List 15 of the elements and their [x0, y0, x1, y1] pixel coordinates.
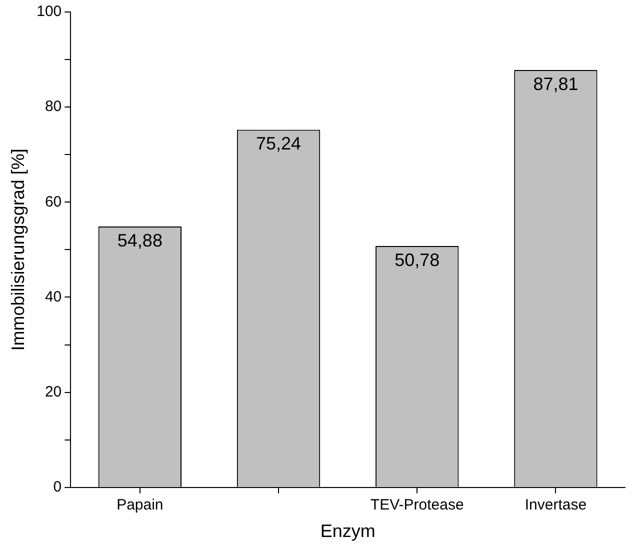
data-label: 54,88 — [117, 230, 162, 250]
y-tick-label: 60 — [44, 193, 62, 210]
data-label: 87,81 — [533, 74, 578, 94]
x-tick-label: Invertase — [524, 496, 587, 514]
y-tick-label: 100 — [36, 3, 62, 20]
y-tick-label: 40 — [44, 288, 62, 306]
x-axis-title: Enzym — [320, 521, 376, 542]
x-tick-label: TEV-Protease — [370, 496, 464, 514]
x-tick-label: Papain — [116, 496, 164, 514]
y-tick-label: 20 — [44, 383, 62, 400]
data-label: 75,24 — [256, 134, 302, 154]
y-axis-title: Immobilisierungsgrad [%] — [8, 148, 28, 351]
y-tick-label: 80 — [44, 98, 62, 116]
data-label: 50,78 — [394, 250, 440, 270]
y-tick-label: 0 — [53, 478, 62, 496]
